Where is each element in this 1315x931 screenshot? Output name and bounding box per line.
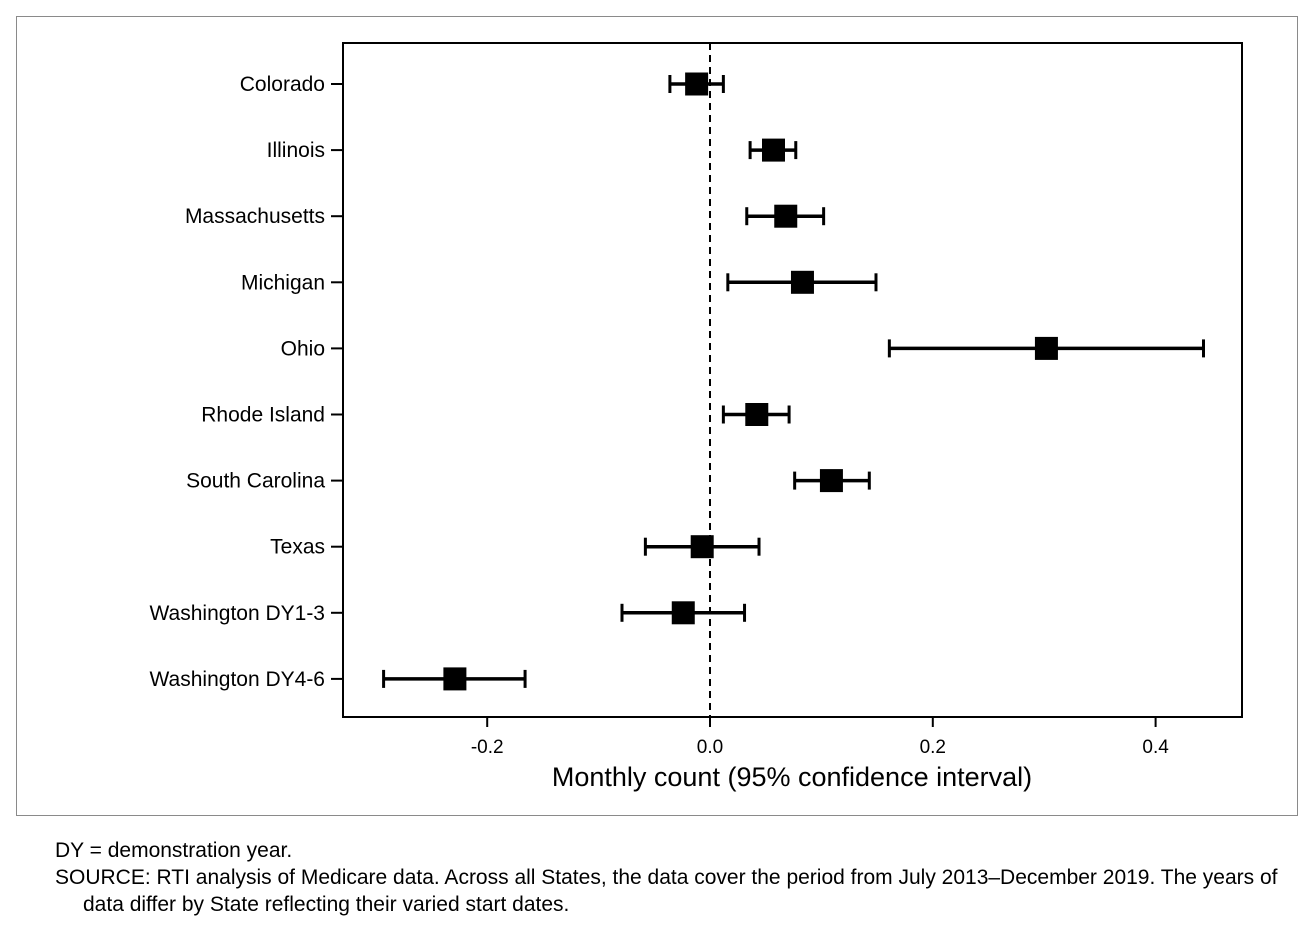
category-label: Texas [270, 536, 325, 559]
point-estimate [745, 403, 769, 426]
x-tick-label: 0.2 [920, 737, 946, 758]
estimate-row [382, 667, 527, 691]
point-estimate [761, 138, 785, 162]
x-tick-label: 0.4 [1142, 737, 1169, 758]
point-estimate [685, 72, 709, 96]
figure-notes: DY = demonstration year. SOURCE: RTI ana… [55, 837, 1295, 918]
figure-frame [16, 16, 1298, 816]
category-label: South Carolina [186, 470, 325, 493]
estimate-row [748, 138, 798, 162]
x-tick-label: 0.0 [697, 737, 723, 758]
category-label: Massachusetts [185, 205, 325, 228]
x-tick-label: -0.2 [471, 737, 504, 758]
x-axis-title: Monthly count (95% confidence interval) [552, 762, 1032, 792]
category-label: Illinois [267, 139, 325, 162]
y-axis: Colorado Illinois Massachusetts Michigan Ohi… [150, 73, 343, 691]
estimate-row [721, 403, 791, 426]
estimate-row [643, 535, 761, 559]
point-estimate [774, 204, 798, 228]
estimate-row [745, 204, 826, 228]
category-label: Washington DY4-6 [150, 668, 325, 691]
estimate-row [726, 270, 878, 294]
point-estimate [819, 469, 843, 493]
point-estimate [790, 270, 814, 294]
estimate-row [793, 469, 871, 493]
category-label: Colorado [240, 73, 325, 96]
point-estimate [443, 667, 467, 691]
forest-plot: Colorado Illinois Massachusetts Michigan Ohi… [150, 42, 1243, 792]
category-label: Washington DY1-3 [150, 602, 325, 625]
estimate-row [620, 601, 747, 625]
category-label: Michigan [241, 271, 325, 294]
plot-area-border [342, 42, 1243, 718]
category-label: Ohio [281, 337, 325, 360]
category-label: Rhode Island [201, 404, 325, 427]
point-estimate [690, 535, 714, 559]
estimate-row [668, 72, 725, 96]
source-note: SOURCE: RTI analysis of Medicare data. A… [55, 866, 1278, 916]
estimate-row [887, 336, 1206, 360]
point-estimate [1034, 336, 1058, 360]
dy-footnote: DY = demonstration year. [55, 839, 293, 862]
data-marks [382, 72, 1206, 691]
x-axis: -0.2 0.0 0.2 0.4 [471, 717, 1169, 758]
point-estimate [671, 601, 695, 625]
